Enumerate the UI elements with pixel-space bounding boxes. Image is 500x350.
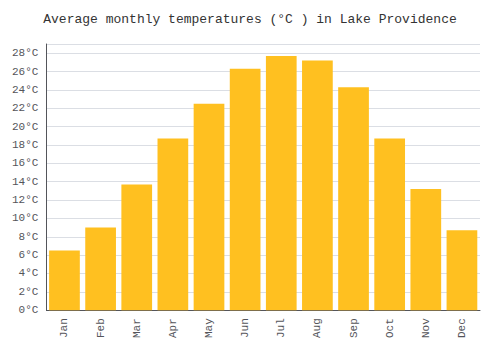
svg-text:20°C: 20°C — [12, 121, 39, 133]
svg-text:Aug: Aug — [311, 318, 323, 338]
svg-text:Jul: Jul — [275, 318, 287, 338]
svg-text:2°C: 2°C — [19, 286, 39, 298]
svg-text:26°C: 26°C — [12, 66, 39, 78]
svg-text:6°C: 6°C — [19, 249, 39, 261]
svg-text:Dec: Dec — [456, 318, 468, 338]
svg-text:Mar: Mar — [131, 318, 143, 338]
svg-text:4°C: 4°C — [19, 267, 39, 279]
svg-text:16°C: 16°C — [12, 157, 39, 169]
svg-text:28°C: 28°C — [12, 47, 39, 59]
svg-text:0°C: 0°C — [19, 304, 39, 316]
svg-text:Jun: Jun — [239, 318, 251, 338]
svg-text:Jan: Jan — [58, 318, 70, 338]
svg-text:Nov: Nov — [420, 318, 432, 338]
svg-text:May: May — [203, 318, 215, 338]
svg-text:10°C: 10°C — [12, 212, 39, 224]
svg-text:14°C: 14°C — [12, 176, 39, 188]
svg-text:Sep: Sep — [348, 318, 360, 338]
svg-text:18°C: 18°C — [12, 139, 39, 151]
svg-text:Apr: Apr — [167, 318, 179, 338]
svg-text:Average monthly temperatures (: Average monthly temperatures (°C ) in La… — [43, 12, 456, 27]
svg-text:8°C: 8°C — [19, 231, 39, 243]
svg-text:Oct: Oct — [384, 318, 396, 338]
svg-text:Feb: Feb — [95, 318, 107, 338]
svg-text:24°C: 24°C — [12, 84, 39, 96]
svg-text:12°C: 12°C — [12, 194, 39, 206]
svg-text:22°C: 22°C — [12, 102, 39, 114]
